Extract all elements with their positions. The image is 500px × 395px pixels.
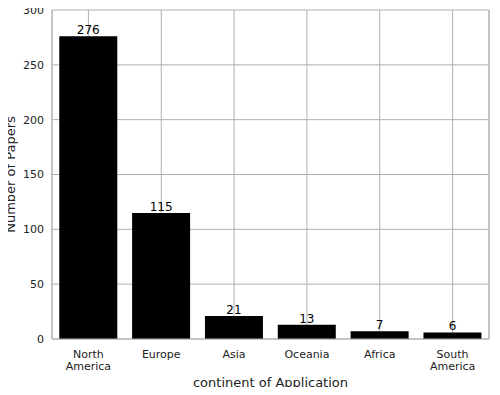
svg-text:Number of Papers: Number of Papers xyxy=(8,116,18,233)
svg-text:100: 100 xyxy=(23,223,44,236)
svg-text:SouthAmerica: SouthAmerica xyxy=(430,348,475,373)
svg-text:50: 50 xyxy=(30,278,44,291)
svg-text:250: 250 xyxy=(23,59,44,72)
svg-text:NorthAmerica: NorthAmerica xyxy=(66,348,111,373)
svg-text:7: 7 xyxy=(376,318,384,332)
svg-text:Africa: Africa xyxy=(364,348,395,361)
svg-text:276: 276 xyxy=(77,23,100,37)
svg-text:Asia: Asia xyxy=(223,348,246,361)
svg-text:Oceania: Oceania xyxy=(284,348,329,361)
svg-text:13: 13 xyxy=(299,312,314,326)
svg-text:6: 6 xyxy=(449,319,457,333)
svg-text:200: 200 xyxy=(23,114,44,127)
svg-text:0: 0 xyxy=(37,333,44,346)
svg-text:300: 300 xyxy=(23,8,44,17)
svg-text:continent of Application: continent of Application xyxy=(193,375,348,387)
svg-text:150: 150 xyxy=(23,168,44,181)
svg-text:115: 115 xyxy=(150,200,173,214)
svg-text:Europe: Europe xyxy=(142,348,181,361)
svg-text:21: 21 xyxy=(226,303,241,317)
